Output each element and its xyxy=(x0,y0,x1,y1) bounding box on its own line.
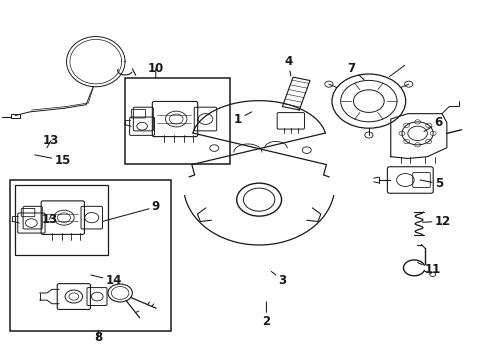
Bar xyxy=(10,180,171,330)
Text: 1: 1 xyxy=(233,112,251,126)
Text: 10: 10 xyxy=(147,62,163,78)
Text: 4: 4 xyxy=(284,55,292,76)
Text: 7: 7 xyxy=(347,62,363,80)
Text: 2: 2 xyxy=(262,302,270,328)
Text: 5: 5 xyxy=(419,177,442,190)
Bar xyxy=(11,114,20,118)
Text: 14: 14 xyxy=(91,274,122,287)
Text: 6: 6 xyxy=(423,116,442,132)
Text: 8: 8 xyxy=(94,330,102,344)
Text: 12: 12 xyxy=(422,215,450,228)
Bar xyxy=(125,78,229,164)
Text: 11: 11 xyxy=(417,262,440,276)
Bar xyxy=(15,185,108,255)
Text: 3: 3 xyxy=(271,271,286,287)
Text: 13: 13 xyxy=(41,213,58,226)
Text: 15: 15 xyxy=(35,154,71,167)
Text: 13: 13 xyxy=(43,134,59,148)
Text: 9: 9 xyxy=(103,201,160,221)
